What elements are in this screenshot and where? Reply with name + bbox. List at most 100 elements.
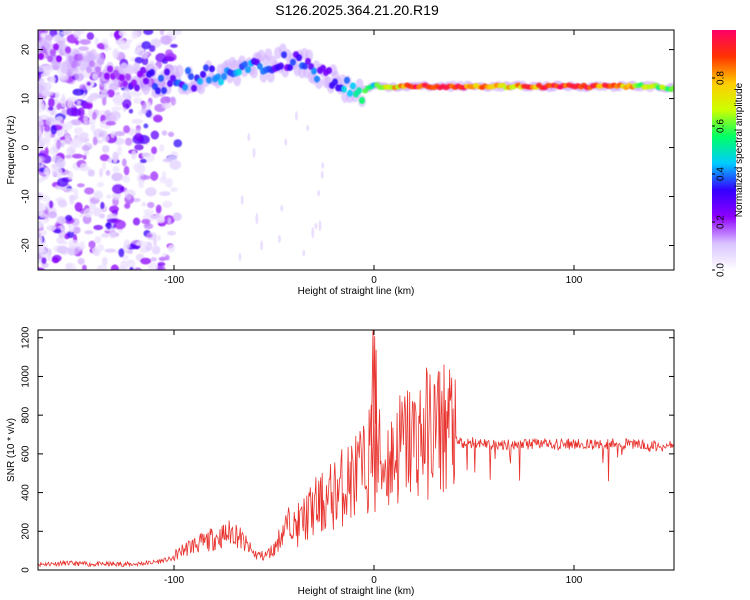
spectrogram-noise-blob xyxy=(38,102,42,111)
spectrogram-noise-blob xyxy=(38,220,42,228)
spectrogram-ridge-cell xyxy=(44,42,50,50)
spectrogram-noise-blob xyxy=(163,56,175,62)
spectrogram-noise-blob xyxy=(151,245,161,255)
spectrogram-ridge-cell xyxy=(281,51,287,59)
spectrogram-ridge-halo xyxy=(250,66,258,79)
spectrogram-noise-blob xyxy=(50,125,57,135)
spectrogram-ridge-cell xyxy=(107,65,113,73)
spectrogram-noise-blob xyxy=(141,201,147,207)
spectrogram-ridge-cell xyxy=(53,43,59,51)
spectrogram-noise-blob xyxy=(38,65,47,72)
spectrogram-noise-blob xyxy=(106,222,112,230)
spectrogram-noise-blob xyxy=(100,130,108,137)
spectrogram-noise-blob xyxy=(67,247,76,256)
spectrogram-noise-blob xyxy=(56,139,61,150)
spectrogram-noise-blob xyxy=(74,72,84,82)
spectrogram-ridge-cell xyxy=(236,68,242,76)
spectrogram-ridge-cell xyxy=(341,85,347,93)
snr-x-tick-label: 0 xyxy=(371,575,377,586)
spectrogram-ridge-cell xyxy=(311,67,317,75)
spectrogram-ridge-cell xyxy=(671,84,674,90)
spectrogram-noise-blob xyxy=(63,188,75,193)
spectrogram-ridge-cell xyxy=(47,55,53,63)
spectrogram-noise-blob xyxy=(97,243,105,253)
spectrogram-noise-blob xyxy=(109,205,119,213)
colorbar: 0.0 0.2 0.4 0.6 0.8 Normalized spectral ampl… xyxy=(712,30,745,277)
spectrogram-noise-blob xyxy=(79,213,84,218)
snr-y-tick-label: 800 xyxy=(21,406,32,423)
spectrogram-noise-blob xyxy=(134,133,143,142)
spectrogram-noise-blob xyxy=(83,208,93,218)
spectrogram-noise-blob xyxy=(57,177,69,187)
spectrogram-noise-blob xyxy=(81,145,91,151)
spectrogram-noise-blob xyxy=(56,102,62,110)
spectrogram-noise-blob xyxy=(247,133,251,142)
spectrogram-noise-blob xyxy=(174,30,182,36)
colorbar-gradient xyxy=(712,30,736,270)
spectrogram-noise-blob xyxy=(88,95,98,102)
spectrogram-y-tick-label: 20 xyxy=(21,44,32,56)
spectrogram-noise-blob xyxy=(39,249,49,258)
spectrogram-ridge-cell xyxy=(191,84,197,92)
spectrogram-ridge-cell xyxy=(134,84,140,92)
spectrogram-ridge-cell xyxy=(188,73,194,81)
spectrogram-ridge-cell xyxy=(95,66,101,74)
spectrogram-ridge-cell xyxy=(155,87,161,95)
spectrogram-noise-blob xyxy=(61,93,66,103)
snr-y-ticks: 0 200 400 600 800 1000 1200 xyxy=(21,326,674,573)
spectrogram-ridge-halo xyxy=(264,48,273,61)
spectrogram-noise-blob xyxy=(112,184,125,194)
spectrogram-ridge-cell xyxy=(209,65,215,73)
spectrogram-noise-blob xyxy=(302,249,306,257)
spectrogram-ridge-cell xyxy=(98,57,104,65)
spectrogram-noise-blob xyxy=(148,261,158,270)
spectrogram-y-tick-label: 0 xyxy=(21,144,32,150)
spectrogram-noise-blob xyxy=(172,212,182,222)
spectrogram-noise-blob xyxy=(150,171,159,181)
spectrogram-noise-blob xyxy=(118,30,127,37)
spectrogram-noise-blob xyxy=(141,41,152,50)
spectrogram-noise-blob xyxy=(53,228,62,234)
spectrogram-noise-blob xyxy=(41,262,49,268)
spectrogram-noise-blob xyxy=(112,166,120,174)
spectrogram-ridge-cell xyxy=(206,76,212,84)
spectrogram-noise-blob xyxy=(110,106,122,111)
spectrogram-ridge-cell xyxy=(71,61,77,69)
spectrogram-noise-blob xyxy=(87,169,95,177)
spectrogram-noise-blob xyxy=(94,37,99,46)
spectrogram-noise-blob xyxy=(104,109,112,118)
spectrogram-noise-blob xyxy=(110,130,116,139)
colorbar-label: Normalized spectral amplitude xyxy=(734,82,745,217)
spectrogram-noise-blob xyxy=(132,97,143,104)
spectrogram-noise-blob xyxy=(81,137,90,143)
spectrogram-noise-blob xyxy=(131,30,139,40)
spectrogram-noise-blob xyxy=(155,265,166,270)
spectrogram-noise-blob xyxy=(131,149,137,160)
spectrogram-ridge-cell xyxy=(344,76,350,84)
spectrogram-noise-blob xyxy=(277,234,281,244)
spectrogram-noise-blob xyxy=(134,144,144,151)
spectrogram-noise-blob xyxy=(73,127,84,135)
spectrogram-noise-blob xyxy=(101,161,107,171)
spectrogram-noise-blob xyxy=(43,124,51,132)
spectrogram-ridge-cell xyxy=(143,77,149,85)
spectrogram-noise-blob xyxy=(161,130,168,136)
colorbar-tick-label: 0.2 xyxy=(715,215,726,229)
spectrogram-x-tick-label: 0 xyxy=(371,275,377,286)
spectrogram-noise-blob xyxy=(118,248,125,258)
spectrogram-ridge-halo xyxy=(197,82,206,95)
spectrogram-noise-blob xyxy=(121,254,129,260)
spectrogram-noise-blob xyxy=(44,146,49,157)
spectrogram-x-ticks: -100 0 100 xyxy=(164,30,583,286)
snr-x-ticks: -100 0 100 xyxy=(164,330,583,586)
snr-frame xyxy=(37,329,675,571)
spectrogram-noise-blob xyxy=(134,56,143,64)
spectrogram-noise-blob xyxy=(67,262,77,270)
spectrogram-noise-blob xyxy=(81,264,87,270)
spectrogram-x-axis-label: Height of straight line (km) xyxy=(298,286,415,297)
spectrogram-ridge-cell xyxy=(305,57,311,65)
spectrogram-noise-blob xyxy=(135,240,148,247)
spectrogram-noise-blob xyxy=(122,99,132,109)
spectrogram-noise-blob xyxy=(59,31,69,36)
snr-x-axis-label: Height of straight line (km) xyxy=(298,586,415,597)
